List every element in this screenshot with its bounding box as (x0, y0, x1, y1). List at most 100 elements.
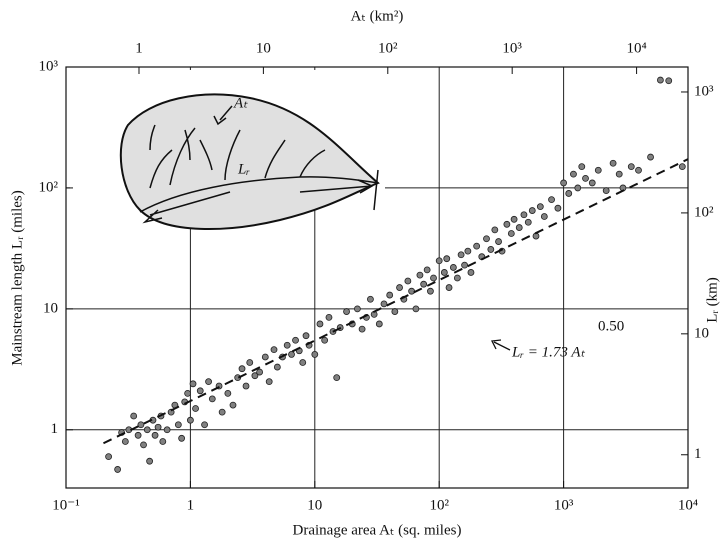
data-point (189, 380, 197, 388)
data-point (520, 211, 528, 219)
data-point (594, 166, 602, 174)
data-point (507, 230, 515, 237)
data-point (560, 179, 567, 187)
data-point (635, 166, 642, 174)
equation-arrow (491, 339, 511, 351)
data-point (548, 196, 555, 204)
data-point (205, 378, 212, 386)
data-point (524, 218, 532, 226)
y-tick-label: 10³ (39, 58, 59, 74)
data-point (154, 423, 162, 431)
data-point (288, 351, 295, 358)
area-arrow (213, 105, 233, 126)
data-point (510, 215, 518, 223)
data-point (536, 203, 544, 211)
y2-tick-label: 10² (694, 204, 714, 220)
x-tick-label: 10² (429, 497, 449, 513)
y2-axis-label: Lᵣ (km) (704, 277, 720, 323)
plot-frame (65, 66, 689, 489)
equation: Lᵣ = 1.73 Aₜ (511, 344, 586, 360)
data-point (137, 421, 145, 429)
data-point (174, 421, 182, 429)
data-point (201, 421, 208, 429)
x-tick-label: 1 (187, 497, 195, 513)
outlet-mark (373, 169, 379, 211)
data-point (578, 163, 586, 171)
y2-tick-label: 10 (694, 325, 709, 341)
data-point (412, 305, 420, 313)
data-point (251, 372, 259, 380)
data-point (457, 251, 465, 259)
data-point (130, 412, 138, 420)
data-point (229, 401, 237, 409)
data-point (464, 247, 472, 255)
data-point (420, 280, 428, 288)
x2-tick-label: 10³ (502, 40, 522, 56)
data-point (178, 434, 186, 442)
data-point (273, 363, 281, 371)
data-point (391, 308, 399, 315)
x2-tick-label: 1 (135, 40, 143, 56)
y2-tick-label: 10³ (694, 83, 714, 99)
data-point (333, 374, 341, 382)
data-point (491, 226, 499, 234)
data-point (430, 274, 437, 282)
data-point (404, 277, 412, 285)
data-point (665, 77, 673, 85)
data-point (449, 264, 457, 271)
data-point (503, 220, 511, 228)
data-point (105, 453, 112, 461)
data-point (443, 255, 451, 263)
x2-tick-label: 10 (256, 40, 271, 56)
y2-tick-label: 1 (694, 446, 702, 462)
data-point (386, 291, 394, 299)
data-point (159, 438, 167, 445)
data-point (140, 441, 147, 449)
length-arrow-right (299, 179, 374, 194)
data-point (151, 431, 159, 439)
data-point (609, 159, 617, 167)
x2-tick-label: 10⁴ (626, 40, 646, 56)
data-point (473, 242, 481, 250)
data-point (487, 246, 495, 253)
data-point (367, 295, 374, 303)
data-point (602, 187, 610, 195)
x-tick-label: 10⁻¹ (52, 497, 79, 513)
equation-exponent: 0.50 (598, 318, 624, 334)
data-point (375, 320, 383, 328)
points (105, 76, 686, 473)
x2-axis-label: Aₜ (km²) (351, 8, 404, 24)
data-point (427, 287, 434, 295)
data-point (515, 224, 523, 231)
data-point (483, 235, 490, 243)
data-point (242, 382, 250, 390)
data-point (353, 305, 361, 313)
data-point (184, 389, 192, 397)
data-point (615, 170, 623, 178)
data-point (495, 238, 502, 245)
data-point (134, 431, 142, 439)
data-point (678, 163, 686, 171)
data-point (186, 416, 194, 424)
data-point (570, 170, 577, 178)
data-point (396, 284, 403, 291)
data-point (453, 274, 461, 282)
data-point (283, 341, 291, 349)
x-tick-label: 10³ (554, 497, 574, 513)
data-point (445, 284, 453, 291)
data-point (358, 325, 366, 333)
data-point (114, 466, 122, 473)
data-point (270, 346, 278, 354)
data-point (647, 153, 654, 161)
area-label: Aₜ (233, 95, 248, 111)
data-point (435, 257, 443, 265)
data-point (146, 457, 154, 465)
length-label: Lᵣ (237, 161, 250, 177)
data-point (540, 213, 548, 220)
data-point (208, 395, 216, 403)
data-point (261, 353, 269, 361)
y-tick-label: 10² (39, 179, 59, 195)
y-tick-label: 1 (51, 421, 59, 437)
x-axis-label: Drainage area Aₜ (sq. miles) (293, 522, 462, 538)
